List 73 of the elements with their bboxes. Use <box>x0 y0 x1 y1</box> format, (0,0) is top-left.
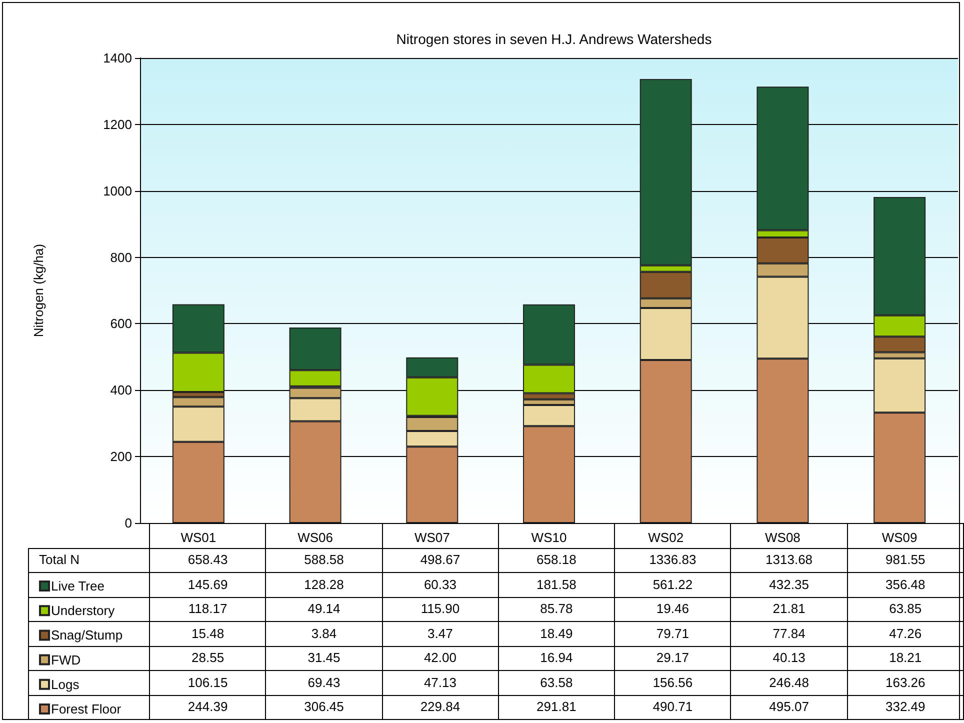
legend-label: Logs <box>51 676 80 692</box>
data-label: 85.78 <box>498 597 615 622</box>
legend-label: Understory <box>51 603 116 618</box>
data-label: 495.07 <box>730 695 848 720</box>
total-label: 588.58 <box>266 548 382 572</box>
legend-label: Forest Floor <box>51 702 122 716</box>
total-label: 1336.83 <box>614 548 731 572</box>
y-tick-label: 1400 <box>103 50 132 66</box>
data-label: 118.17 <box>150 597 266 622</box>
data-label: 490.71 <box>614 695 731 720</box>
total-label: 658.18 <box>498 548 615 572</box>
y-tick-label: 200 <box>110 449 132 464</box>
y-tick-label: 400 <box>110 382 132 398</box>
data-label: 63.85 <box>847 597 964 622</box>
data-label: 106.15 <box>150 670 266 695</box>
data-label: 18.49 <box>498 622 615 646</box>
x-tick-label: WS08 <box>765 530 800 545</box>
data-label: 15.48 <box>150 622 266 646</box>
legend-label: FWD <box>51 652 81 668</box>
data-label: 332.49 <box>847 695 964 720</box>
chart-title: Nitrogen stores in seven H.J. Andrews Watersheds <box>396 31 712 47</box>
data-label: 229.84 <box>382 695 498 720</box>
x-tick-label: WS09 <box>882 530 918 545</box>
x-tick-label: WS01 <box>180 530 216 545</box>
data-label: 19.46 <box>614 597 731 622</box>
x-tick-label: WS10 <box>531 530 567 545</box>
total-label: 658.43 <box>150 548 266 572</box>
data-label: 163.26 <box>847 670 964 695</box>
y-tick-label: 600 <box>110 316 132 332</box>
data-label: 29.17 <box>614 646 731 670</box>
y-axis-title: Nitrogen (kg/ha) <box>31 244 46 338</box>
total-label: 981.55 <box>847 548 964 572</box>
y-tick-label: 1200 <box>103 116 132 132</box>
legend-label: Snag/Stump <box>51 628 123 643</box>
data-label: 145.69 <box>150 572 266 597</box>
data-label: 31.45 <box>266 646 382 670</box>
data-label: 561.22 <box>614 572 731 597</box>
data-label: 40.13 <box>730 646 848 670</box>
data-label: 18.21 <box>847 646 964 670</box>
data-label: 79.71 <box>614 622 731 646</box>
text: Total N <box>28 548 150 572</box>
y-tick-label: 0 <box>124 516 132 530</box>
data-label: 3.84 <box>266 622 382 646</box>
data-label: 356.48 <box>847 572 964 597</box>
data-label: 291.81 <box>498 695 615 720</box>
data-label: 28.55 <box>150 646 266 670</box>
data-label: 3.47 <box>382 622 498 646</box>
data-label: 246.48 <box>730 670 848 695</box>
legend-label: Live Tree <box>51 578 104 594</box>
data-label: 16.94 <box>498 646 615 670</box>
data-label: 432.35 <box>730 572 848 597</box>
data-label: 63.58 <box>498 670 615 695</box>
total-label: 1313.68 <box>730 548 848 572</box>
data-label: 60.33 <box>382 572 498 597</box>
data-label: 244.39 <box>150 695 266 720</box>
data-label: 77.84 <box>730 622 848 646</box>
data-label: 181.58 <box>498 572 615 597</box>
data-label: 49.14 <box>266 597 382 622</box>
x-tick-label: WS02 <box>648 530 684 545</box>
y-tick-label: 800 <box>110 250 132 265</box>
y-tick-label: 1000 <box>103 183 132 198</box>
data-label: 47.26 <box>847 622 964 646</box>
data-label: 306.45 <box>266 695 382 720</box>
data-label: 42.00 <box>382 646 498 670</box>
data-label: 156.56 <box>614 670 731 695</box>
data-label: 115.90 <box>382 597 498 622</box>
x-tick-label: WS06 <box>298 530 333 545</box>
x-tick-label: WS07 <box>414 530 450 545</box>
data-label: 128.28 <box>266 572 382 597</box>
data-label: 47.13 <box>382 670 498 695</box>
data-label: 21.81 <box>730 597 848 622</box>
total-label: 498.67 <box>382 548 498 572</box>
data-label: 69.43 <box>266 670 382 695</box>
